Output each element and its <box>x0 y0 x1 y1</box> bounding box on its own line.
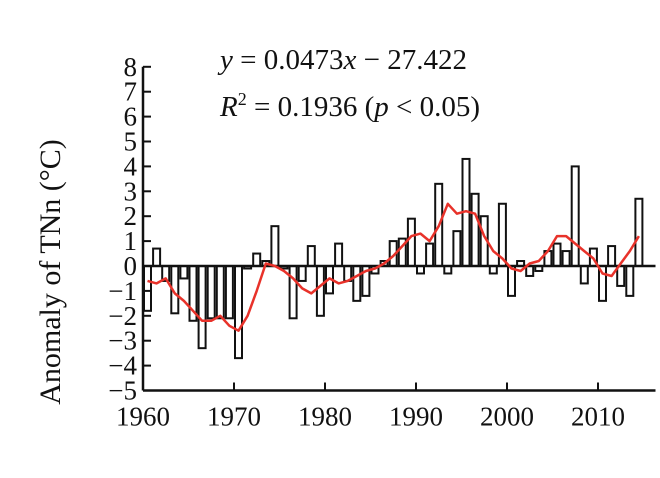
bar-2011 <box>607 245 617 268</box>
p-var: p <box>372 91 389 123</box>
y-tick-label-1: 1 <box>124 226 138 256</box>
x-tick-label-2000: 2000 <box>480 402 534 432</box>
bar-1972 <box>252 252 262 268</box>
bar-1964 <box>179 265 189 280</box>
bar-1989 <box>406 217 416 268</box>
x-tick-label-1980: 1980 <box>298 402 352 432</box>
y-tick-label-8: 8 <box>124 52 138 82</box>
bar-1996 <box>470 192 480 267</box>
y-axis-title: Anomaly of TNn (°C) <box>34 139 67 405</box>
bar-2000 <box>507 265 516 297</box>
y-tick-label-6: 6 <box>124 102 138 132</box>
bar-1983 <box>352 265 362 302</box>
bar-1991 <box>425 242 435 267</box>
y-tick-label-4: 4 <box>124 151 138 181</box>
r-sup: 2 <box>238 89 247 109</box>
bar-1978 <box>306 245 316 268</box>
y-tick-label--5: −5 <box>108 376 137 406</box>
y-tick-label-7: 7 <box>124 77 138 107</box>
equation-intercept: − 27.422 <box>356 44 467 76</box>
r-value: = 0.1936 ( <box>247 91 375 123</box>
bar-1961 <box>152 247 162 268</box>
bar-1968 <box>215 265 225 320</box>
y-tick-label-0: 0 <box>124 251 138 281</box>
bar-1976 <box>288 265 298 320</box>
regression-equation: y = 0.0473x − 27.422 <box>217 44 467 76</box>
bar-2014 <box>634 197 644 268</box>
y-tick-label-3: 3 <box>124 176 138 206</box>
r-var: R <box>219 91 238 123</box>
bar-1994 <box>452 230 462 267</box>
bar-1967 <box>206 265 216 320</box>
bar-1970 <box>234 265 243 360</box>
bar-1969 <box>224 265 234 320</box>
equation-y-var: y <box>217 44 233 76</box>
bar-2008 <box>579 265 589 285</box>
bar-2007 <box>570 165 580 267</box>
r-squared-annotation: R2 = 0.1936 (p < 0.05) <box>219 89 480 123</box>
bar-1960 <box>143 265 152 312</box>
bar-1977 <box>297 265 307 282</box>
bar-1966 <box>197 265 207 350</box>
y-tick-label--2: −2 <box>108 301 137 331</box>
bar-2002 <box>525 265 535 277</box>
x-tick-label-2010: 2010 <box>571 402 625 432</box>
y-tick-label--1: −1 <box>108 276 137 306</box>
x-tick-label-1970: 1970 <box>207 402 261 432</box>
y-tick-label--4: −4 <box>108 351 137 381</box>
x-tick-label-1960: 1960 <box>116 402 170 432</box>
y-tick-label--3: −3 <box>108 326 137 356</box>
p-condition: < 0.05) <box>389 91 480 123</box>
equation-x-var: x <box>342 44 356 76</box>
bar-2013 <box>625 265 635 297</box>
bar-2006 <box>561 250 571 267</box>
bar-1974 <box>270 225 280 268</box>
equation-slope: = 0.0473 <box>233 44 344 76</box>
x-tick-label-1990: 1990 <box>389 402 443 432</box>
moving-average-line <box>147 202 640 332</box>
bar-1981 <box>334 242 344 267</box>
bar-1979 <box>315 265 325 317</box>
y-tick-label-5: 5 <box>124 127 138 157</box>
y-tick-label-2: 2 <box>124 201 138 231</box>
bar-2005 <box>552 242 562 267</box>
